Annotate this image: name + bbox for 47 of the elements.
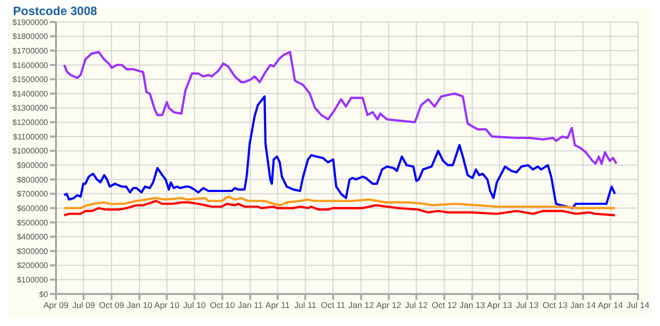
line-series xyxy=(63,196,616,210)
y-tick-label: $900000 xyxy=(16,161,49,170)
x-tick-label: Apr 12 xyxy=(376,300,402,310)
x-tick-label: Jul 09 xyxy=(72,300,96,310)
x-tick-label: Apr 11 xyxy=(265,300,290,310)
y-tick-label: $400000 xyxy=(16,232,49,242)
y-tick-label: $1900000 xyxy=(12,18,49,27)
x-tick-label: Apr 14 xyxy=(598,300,624,310)
x-tick-label: Jul 12 xyxy=(405,300,428,310)
y-tick-label: $1200000 xyxy=(12,118,49,128)
y-tick-label: $1400000 xyxy=(12,89,49,98)
x-tick-label: Oct 12 xyxy=(432,300,458,310)
y-tick-label: $1000000 xyxy=(12,146,49,156)
x-tick-label: Oct 13 xyxy=(542,300,568,310)
y-tick-label: $1800000 xyxy=(12,32,49,42)
x-tick-label: Apr 10 xyxy=(154,300,180,310)
y-tick-label: $800000 xyxy=(16,175,49,184)
y-tick-label: $600000 xyxy=(16,204,49,213)
x-tick-label: Jan 13 xyxy=(459,300,486,310)
chart-title: Postcode 3008 xyxy=(13,4,98,18)
x-tick-label: Jan 10 xyxy=(126,300,153,310)
line-series xyxy=(63,50,618,165)
y-tick-label: $200000 xyxy=(16,261,49,270)
y-tick-label: $0 xyxy=(39,290,49,299)
x-tick-label: Jul 14 xyxy=(626,300,650,310)
y-tick-label: $500000 xyxy=(16,218,49,228)
y-tick-label: $100000 xyxy=(16,276,49,285)
y-tick-label: $1100000 xyxy=(13,132,49,142)
y-tick-label: $300000 xyxy=(16,246,49,256)
x-tick-label: Oct 10 xyxy=(210,300,236,310)
x-tick-label: Jan 14 xyxy=(570,300,596,310)
x-tick-label: Jul 10 xyxy=(183,300,206,310)
x-tick-label: Apr 09 xyxy=(43,300,69,310)
x-tick-label: Jan 12 xyxy=(348,300,374,310)
y-tick-label: $700000 xyxy=(16,190,49,199)
y-tick-label: $1600000 xyxy=(12,60,49,70)
y-tick-label: $1700000 xyxy=(12,46,49,56)
x-tick-label: Oct 11 xyxy=(320,300,346,310)
x-tick-label: Jul 13 xyxy=(516,300,539,310)
line-series xyxy=(63,95,616,210)
x-tick-label: Apr 13 xyxy=(487,300,512,310)
x-tick-label: Jan 11 xyxy=(238,300,264,310)
y-tick-label: $1500000 xyxy=(12,75,49,84)
x-tick-label: Jul 11 xyxy=(294,300,317,310)
y-tick-label: $1300000 xyxy=(12,104,49,113)
x-tick-label: Oct 09 xyxy=(99,300,124,310)
line-series xyxy=(63,200,616,216)
